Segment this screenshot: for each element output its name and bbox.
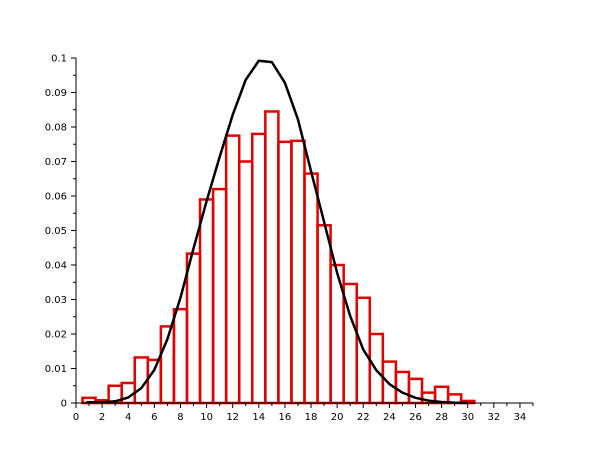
x-tick-label: 28 <box>435 412 448 423</box>
x-tick-label: 16 <box>279 412 292 423</box>
histogram-bar <box>303 172 319 405</box>
x-tick-label: 2 <box>99 412 105 423</box>
y-tick-label: 0.04 <box>45 261 67 272</box>
histogram-bar <box>237 160 254 405</box>
y-tick-label: 0.1 <box>51 54 67 65</box>
histogram-bars <box>81 110 476 405</box>
y-tick-label: 0.01 <box>45 364 67 375</box>
x-tick-label: 32 <box>487 412 500 423</box>
x-tick-label: 22 <box>357 412 370 423</box>
y-tick-label: 0.02 <box>45 330 67 341</box>
histogram-bar <box>394 370 411 405</box>
x-axis-ticks: 0 2 4 6 8 10 12 14 16 18 20 22 24 26 28 30 32 34 <box>73 403 534 423</box>
x-tick-label: 10 <box>200 412 213 423</box>
y-tick-label: 0.06 <box>45 192 67 203</box>
histogram-bar <box>198 198 215 405</box>
histogram-bar <box>290 139 306 405</box>
x-tick-label: 14 <box>252 412 265 423</box>
density-curve-layer <box>86 59 468 405</box>
histogram-bar <box>277 140 293 405</box>
histogram-bar <box>251 132 267 405</box>
y-tick-label: 0.05 <box>45 226 67 237</box>
axes: 0 2 4 6 8 10 12 14 16 18 20 22 24 26 28 30 32 34 00.010.0… <box>45 54 534 423</box>
x-tick-label: 0 <box>73 412 79 423</box>
x-tick-label: 24 <box>383 412 396 423</box>
x-tick-label: 4 <box>125 412 131 423</box>
histogram-bar <box>264 110 280 405</box>
density-curve-line <box>86 59 468 405</box>
y-tick-label: 0 <box>61 399 67 410</box>
x-tick-label: 30 <box>461 412 474 423</box>
histogram-bar <box>211 187 228 405</box>
y-tick-label: 0.09 <box>45 88 67 99</box>
x-tick-label: 6 <box>151 412 157 423</box>
histogram-bar <box>146 358 163 405</box>
y-tick-label: 0.08 <box>45 123 67 134</box>
x-tick-label: 26 <box>409 412 422 423</box>
x-tick-label: 12 <box>226 412 239 423</box>
x-tick-label: 8 <box>177 412 183 423</box>
y-tick-label: 0.03 <box>45 295 67 306</box>
histogram-bar <box>185 252 202 405</box>
histogram-bar <box>316 224 332 405</box>
y-axis-ticks: 0 0.01 0.02 0.03 0.04 0.05 0.06 0.07 0.08 0.09 0.1 <box>45 54 76 410</box>
histogram-bar <box>224 134 241 405</box>
x-tick-label: 20 <box>331 412 344 423</box>
histogram-bar <box>172 307 189 405</box>
y-tick-label: 0.07 <box>45 157 67 168</box>
x-tick-label: 18 <box>305 412 318 423</box>
x-tick-label: 34 <box>514 412 527 423</box>
